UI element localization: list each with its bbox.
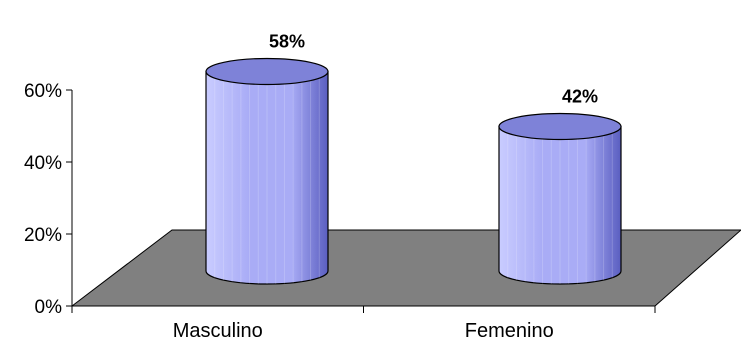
y-tick-label: 40% <box>24 153 62 174</box>
cylinder-bar <box>498 112 622 285</box>
y-tick-label: 20% <box>24 225 62 246</box>
data-label: 42% <box>562 87 598 107</box>
cylinder-body <box>498 125 622 285</box>
cylinder-body <box>205 70 329 285</box>
x-category-label: Femenino <box>465 320 554 342</box>
cylinder-top <box>205 57 329 86</box>
data-label: 58% <box>269 31 305 51</box>
y-axis: 0% 20% 40% 60% <box>24 81 73 318</box>
cylinder-bar <box>205 57 329 285</box>
x-axis: Masculino Femenino <box>71 305 656 342</box>
chart-floor <box>70 229 741 307</box>
y-tick-label: 60% <box>24 81 62 102</box>
y-tick-label: 0% <box>35 297 63 318</box>
cylinder-top <box>498 112 622 141</box>
x-category-label: Masculino <box>173 320 263 342</box>
